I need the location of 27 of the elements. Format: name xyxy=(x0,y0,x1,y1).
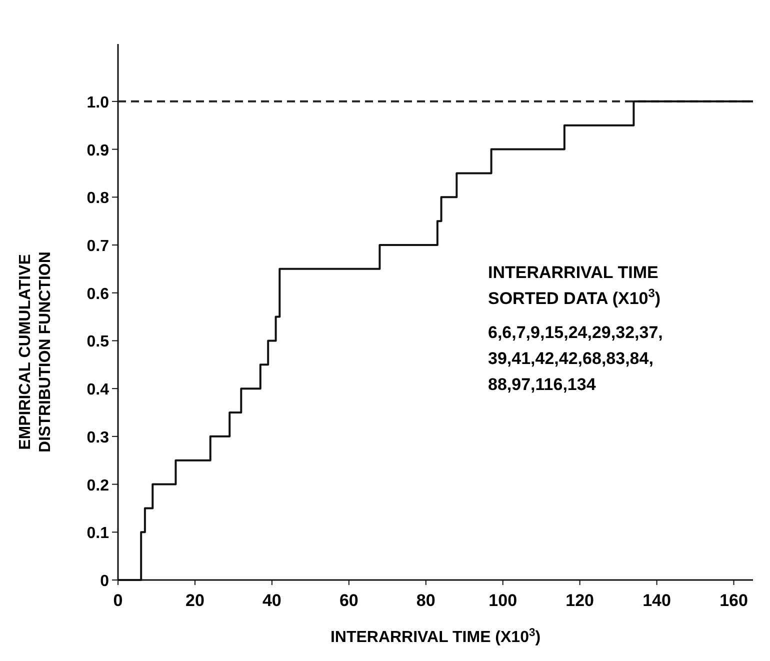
y-tick-label: 0.1 xyxy=(86,525,110,542)
annotation: 39,41,42,42,68,83,84, xyxy=(488,349,654,368)
y-tick-label: 0.6 xyxy=(86,286,110,303)
x-tick-label: 80 xyxy=(416,591,436,610)
annotation: INTERARRIVAL TIME xyxy=(488,263,658,282)
x-tick-label: 140 xyxy=(642,591,671,610)
y-tick-label: 0 xyxy=(100,573,110,590)
x-tick-label: 60 xyxy=(339,591,358,610)
x-tick-label: 0 xyxy=(113,591,123,610)
y-tick-label: 1.0 xyxy=(86,94,110,112)
annotation: 88,97,116,134 xyxy=(488,375,596,394)
annotation: 6,6,7,9,15,24,29,32,37, xyxy=(488,323,663,342)
x-tick-label: 100 xyxy=(488,591,518,610)
x-tick-label: 20 xyxy=(186,591,204,610)
x-tick-label: 160 xyxy=(720,591,748,610)
y-tick-label: 0.5 xyxy=(86,334,110,351)
annotation: SORTED DATA (X10$^{3}$) xyxy=(488,286,661,308)
y-tick-label: 0.4 xyxy=(86,382,110,399)
y-tick-label: 0.3 xyxy=(86,429,110,446)
y-axis-title: EMPIRICAL CUMULATIVE DISTRIBUTION FUNCTION xyxy=(17,252,54,452)
y-tick-label: 0.2 xyxy=(86,477,110,494)
x-tick-label: 120 xyxy=(566,591,594,610)
y-tick-label: 0.7 xyxy=(86,238,110,255)
y-tick-label: 0.8 xyxy=(86,190,110,208)
x-tick-label: 40 xyxy=(262,591,282,610)
x-axis-title: INTERARRIVAL TIME (X10$^{3}$) xyxy=(330,627,541,646)
y-tick-label: 0.9 xyxy=(86,142,110,160)
